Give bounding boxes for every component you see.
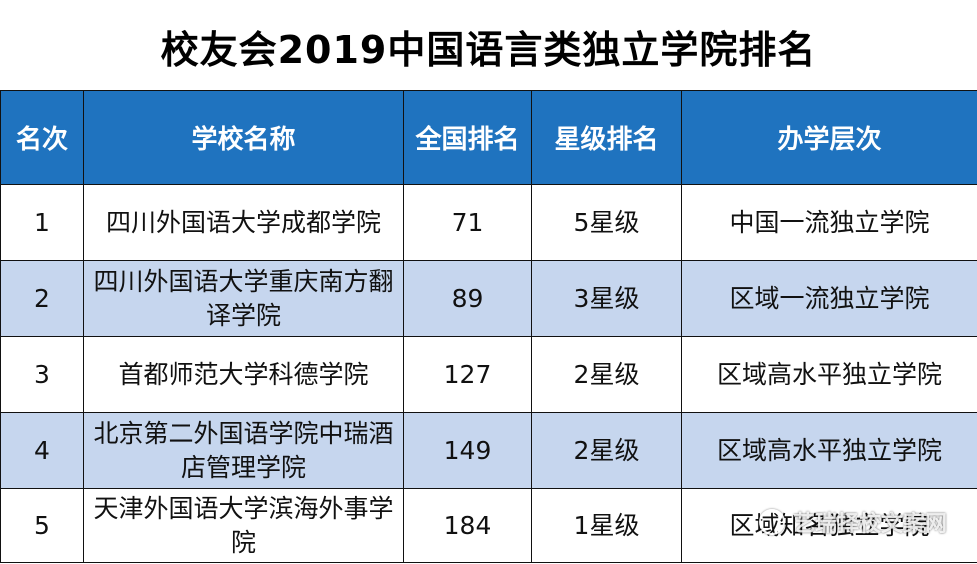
table-row: 2 四川外国语大学重庆南方翻译学院 89 3星级 区域一流独立学院	[0, 260, 977, 337]
cell-rank: 2	[0, 260, 84, 337]
cell-star-rank: 2星级	[531, 336, 682, 413]
header-star-rank: 星级排名	[531, 90, 682, 185]
cell-national-rank: 184	[403, 488, 532, 563]
cell-national-rank: 71	[403, 184, 532, 261]
cell-level: 区域知名独立学院	[681, 488, 977, 563]
cell-rank: 3	[0, 336, 84, 413]
cell-school-name: 首都师范大学科德学院	[83, 336, 404, 413]
ranking-table: 名次 学校名称 全国排名 星级排名 办学层次 1 四川外国语大学成都学院 71 …	[0, 90, 977, 563]
header-rank: 名次	[0, 90, 84, 185]
cell-star-rank: 5星级	[531, 184, 682, 261]
table-row: 5 天津外国语大学滨海外事学院 184 1星级 区域知名独立学院	[0, 488, 977, 563]
cell-school-name: 四川外国语大学重庆南方翻译学院	[83, 260, 404, 337]
cell-level: 区域高水平独立学院	[681, 336, 977, 413]
cell-rank: 5	[0, 488, 84, 563]
cell-school-name: 北京第二外国语学院中瑞酒店管理学院	[83, 412, 404, 489]
page-title: 校友会2019中国语言类独立学院排名	[160, 27, 817, 72]
header-national-rank: 全国排名	[403, 90, 532, 185]
wechat-logo-icon	[758, 509, 785, 535]
header-level: 办学层次	[681, 90, 977, 185]
cell-rank: 4	[0, 412, 84, 489]
cell-star-rank: 2星级	[531, 412, 682, 489]
cell-level: 区域一流独立学院	[681, 260, 977, 337]
cell-national-rank: 127	[403, 336, 532, 413]
header-row: 名次 学校名称 全国排名 星级排名 办学层次	[0, 90, 977, 185]
cell-star-rank: 3星级	[531, 260, 682, 337]
cell-rank: 1	[0, 184, 84, 261]
cell-level: 区域高水平独立学院	[681, 412, 977, 489]
header-school-name: 学校名称	[83, 90, 404, 185]
cell-star-rank: 1星级	[531, 488, 682, 563]
cell-level: 中国一流独立学院	[681, 184, 977, 261]
watermark-text: 艺瑞择校文案网	[792, 512, 947, 537]
cell-school-name: 天津外国语大学滨海外事学院	[83, 488, 404, 563]
table-row: 3 首都师范大学科德学院 127 2星级 区域高水平独立学院	[0, 336, 977, 413]
table-row: 1 四川外国语大学成都学院 71 5星级 中国一流独立学院	[0, 184, 977, 261]
cell-national-rank: 89	[403, 260, 532, 337]
watermark: 艺瑞择校文案网	[758, 506, 947, 538]
cell-national-rank: 149	[403, 412, 532, 489]
table-row: 4 北京第二外国语学院中瑞酒店管理学院 149 2星级 区域高水平独立学院	[0, 412, 977, 489]
cell-school-name: 四川外国语大学成都学院	[83, 184, 404, 261]
